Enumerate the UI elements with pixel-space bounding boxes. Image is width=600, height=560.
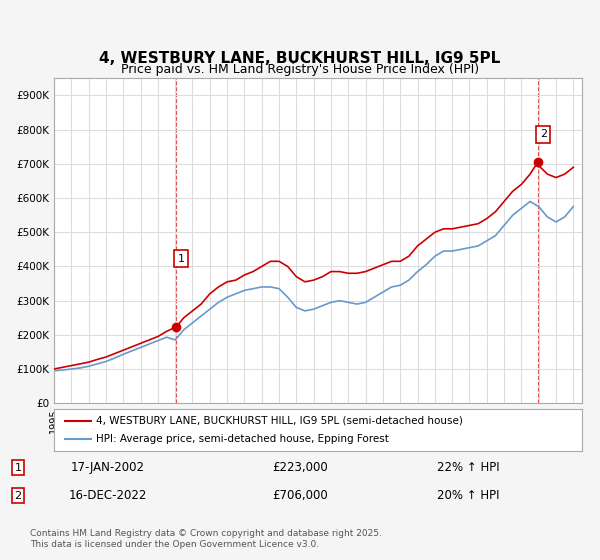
Text: 4, WESTBURY LANE, BUCKHURST HILL, IG9 5PL (semi-detached house): 4, WESTBURY LANE, BUCKHURST HILL, IG9 5P… <box>96 416 463 426</box>
Text: 20% ↑ HPI: 20% ↑ HPI <box>437 489 499 502</box>
Text: Contains HM Land Registry data © Crown copyright and database right 2025.
This d: Contains HM Land Registry data © Crown c… <box>30 529 382 549</box>
Text: 2: 2 <box>14 491 22 501</box>
Text: 16-DEC-2022: 16-DEC-2022 <box>69 489 147 502</box>
Text: 4, WESTBURY LANE, BUCKHURST HILL, IG9 5PL: 4, WESTBURY LANE, BUCKHURST HILL, IG9 5P… <box>100 52 500 66</box>
Text: 1: 1 <box>14 463 22 473</box>
Text: 22% ↑ HPI: 22% ↑ HPI <box>437 461 499 474</box>
Text: £706,000: £706,000 <box>272 489 328 502</box>
Text: Price paid vs. HM Land Registry's House Price Index (HPI): Price paid vs. HM Land Registry's House … <box>121 63 479 77</box>
Text: 2: 2 <box>539 129 547 139</box>
Text: £223,000: £223,000 <box>272 461 328 474</box>
Text: 17-JAN-2002: 17-JAN-2002 <box>71 461 145 474</box>
Text: HPI: Average price, semi-detached house, Epping Forest: HPI: Average price, semi-detached house,… <box>96 434 389 444</box>
Text: 1: 1 <box>178 254 185 264</box>
